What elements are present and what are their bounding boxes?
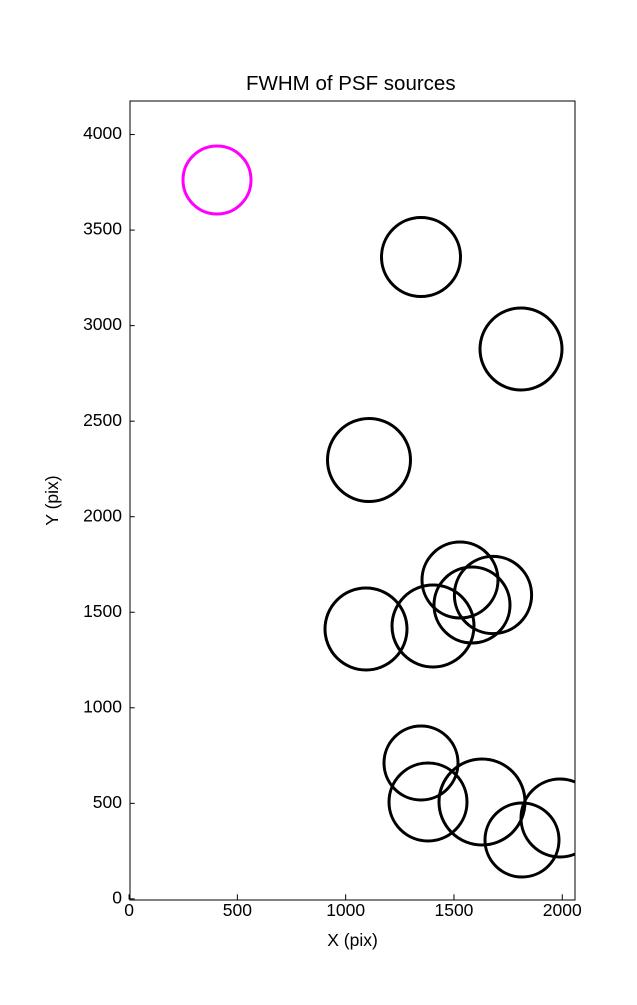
svg-text:3000: 3000 bbox=[83, 314, 122, 334]
svg-text:1000: 1000 bbox=[83, 696, 122, 716]
svg-text:Y (pix): Y (pix) bbox=[42, 475, 62, 525]
svg-text:FWHM of PSF sources: FWHM of PSF sources bbox=[246, 72, 456, 95]
svg-text:1500: 1500 bbox=[83, 601, 122, 621]
svg-text:4000: 4000 bbox=[83, 123, 122, 143]
svg-text:1000: 1000 bbox=[326, 900, 365, 920]
svg-text:2000: 2000 bbox=[83, 505, 122, 525]
svg-text:2000: 2000 bbox=[543, 900, 582, 920]
svg-text:3500: 3500 bbox=[83, 219, 122, 239]
svg-text:0: 0 bbox=[124, 900, 134, 920]
svg-text:500: 500 bbox=[223, 900, 252, 920]
svg-text:X (pix): X (pix) bbox=[327, 930, 378, 950]
svg-text:500: 500 bbox=[93, 792, 122, 812]
svg-text:1500: 1500 bbox=[434, 900, 473, 920]
svg-text:0: 0 bbox=[112, 888, 122, 908]
svg-text:2500: 2500 bbox=[83, 410, 122, 430]
